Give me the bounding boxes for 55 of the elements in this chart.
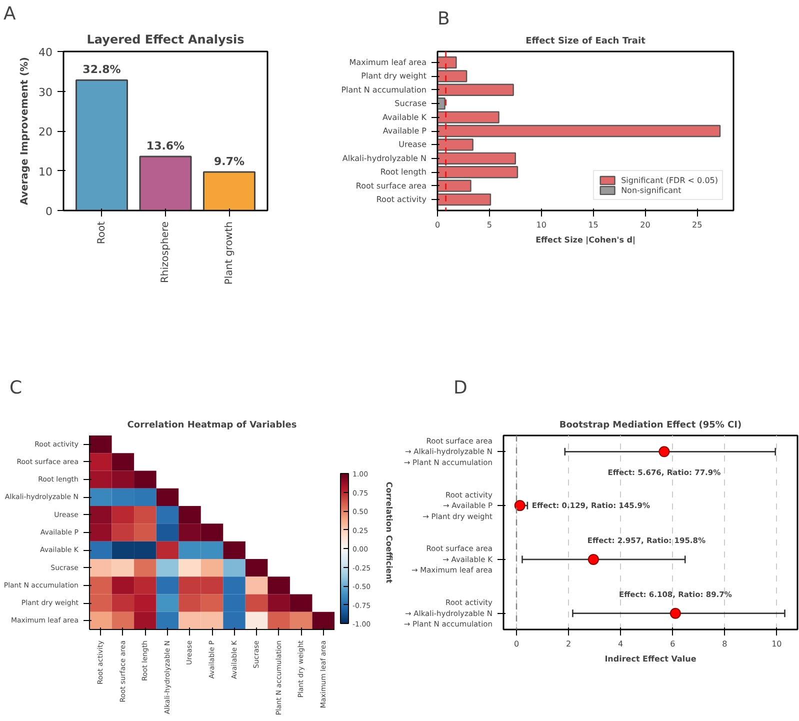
x-tick-label: 2	[566, 640, 572, 648]
y-tick-label: Plant N accumulation	[341, 85, 427, 94]
point	[658, 446, 670, 458]
chart-title: Layered Effect Analysis	[86, 32, 244, 46]
data-label: 13.6%	[146, 139, 185, 152]
y-tick-label: 20	[38, 126, 53, 138]
x-axis-title: Effect Size |Cohen's d|	[536, 236, 636, 244]
x-tick-label: 10	[772, 640, 782, 648]
x-tick-label: 0	[434, 220, 440, 230]
y-tick-label: Plant dry weight	[361, 72, 427, 81]
legend-label: Significant (FDR < 0.05)	[621, 176, 718, 184]
text: A	[4, 4, 16, 24]
x-tick-label: 10	[536, 220, 546, 230]
bar	[203, 171, 256, 210]
x-tick-label: Plant growth	[224, 221, 235, 285]
point	[670, 608, 681, 619]
y-tick-label: Root surface area	[356, 181, 427, 190]
bar	[139, 156, 192, 210]
y-tick-label: Available P	[382, 126, 427, 136]
x-tick-label: Rhizosphere	[160, 221, 171, 284]
y-tick-label: Sucrase	[394, 99, 427, 108]
text: D	[454, 378, 468, 398]
x-tick-label: 0	[514, 640, 520, 648]
x-tick-label: 15	[588, 220, 598, 230]
x-tick-label: 20	[640, 220, 650, 230]
data-label: 32.8%	[82, 63, 121, 76]
y-tick-label: Root length	[380, 168, 427, 177]
chart-title: Effect Size of Each Trait	[526, 36, 646, 46]
y-tick-label: Available K	[382, 112, 428, 122]
chart-title: Correlation Heatmap of Variables	[127, 420, 297, 430]
text: C	[10, 378, 22, 398]
bar	[76, 79, 128, 210]
x-tick-label: 25	[692, 220, 702, 230]
point	[514, 500, 526, 512]
chart-title: Bootstrap Mediation Effect (95% CI)	[559, 420, 742, 430]
point	[588, 554, 599, 565]
y-tick-label: 40	[38, 46, 53, 59]
x-tick-label: 6	[670, 640, 676, 648]
y-tick-label: 10	[38, 165, 53, 178]
x-tick-label: 8	[722, 640, 728, 648]
y-axis-title: Average Improvement (%)	[20, 57, 31, 205]
y-tick-label: Urease	[398, 140, 427, 150]
x-tick-label: 5	[486, 220, 492, 230]
legend-label: Non-significant	[621, 186, 682, 194]
data-label: 9.7%	[214, 154, 245, 168]
y-tick-label: 30	[38, 86, 53, 99]
color-bar-title: Correlation Coefficient	[384, 482, 394, 584]
text: B	[438, 8, 450, 30]
y-tick-label: Maximum leaf area	[349, 58, 427, 67]
y-tick-label: Alkali-hydrolyzable N	[342, 154, 427, 163]
y-tick-label: 0	[46, 205, 52, 218]
x-axis-title: Indirect Effect Value	[604, 654, 697, 664]
x-tick-label: 4	[618, 640, 624, 648]
y-tick-label: Root activity	[376, 195, 427, 204]
x-tick-label: Root	[96, 221, 108, 244]
